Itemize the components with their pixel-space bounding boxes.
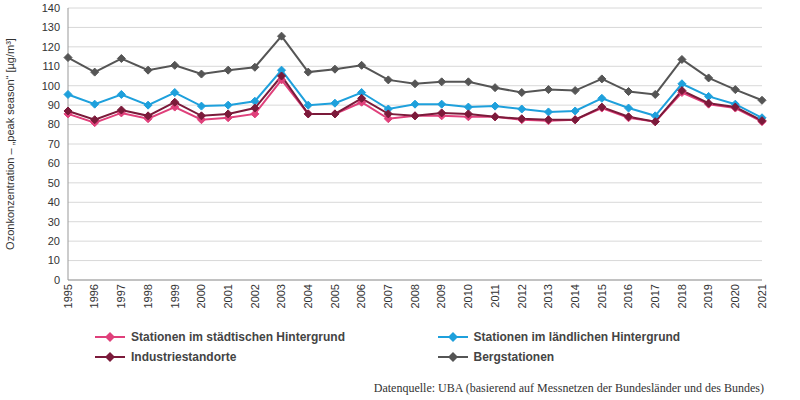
- svg-text:40: 40: [48, 196, 60, 208]
- svg-text:1996: 1996: [89, 284, 101, 308]
- svg-text:50: 50: [48, 177, 60, 189]
- html-text:Industriestandorte: Industriestandorte: [131, 350, 237, 364]
- svg-text:1995: 1995: [62, 284, 74, 308]
- svg-text:2010: 2010: [462, 284, 474, 308]
- svg-text:2020: 2020: [729, 284, 741, 308]
- svg-text:10: 10: [48, 254, 60, 266]
- svg-text:2013: 2013: [542, 284, 554, 308]
- svg-text:2002: 2002: [249, 284, 261, 308]
- svg-text:2016: 2016: [622, 284, 634, 308]
- svg-text:2005: 2005: [329, 284, 341, 308]
- svg-text:2012: 2012: [516, 284, 528, 308]
- svg-text:2009: 2009: [436, 284, 448, 308]
- svg-text:2000: 2000: [195, 284, 207, 308]
- svg-text:110: 110: [42, 60, 60, 72]
- html-text:Datenquelle: UBA (basierend au: Datenquelle: UBA (basierend auf Messnetz…: [373, 381, 764, 395]
- svg-text:Ozonkonzentration – „peak seas: Ozonkonzentration – „peak season“ [µg/m³…: [8, 38, 16, 250]
- svg-text:2014: 2014: [569, 284, 581, 308]
- html-text:Stationen im städtischen Hinte: Stationen im städtischen Hintergrund: [131, 330, 345, 344]
- svg-text:70: 70: [48, 138, 60, 150]
- html-text:Stationen im ländlichen Hinter: Stationen im ländlichen Hintergrund: [473, 330, 681, 344]
- svg-text:2011: 2011: [489, 284, 501, 308]
- svg-text:2008: 2008: [409, 284, 421, 308]
- svg-text:140: 140: [42, 2, 60, 14]
- svg-text:90: 90: [48, 99, 60, 111]
- svg-text:2004: 2004: [302, 284, 314, 308]
- svg-text:80: 80: [48, 118, 60, 130]
- svg-text:60: 60: [48, 157, 60, 169]
- svg-text:130: 130: [42, 21, 60, 33]
- html-text:Bergstationen: Bergstationen: [473, 350, 555, 364]
- svg-text:2007: 2007: [382, 284, 394, 308]
- svg-text:2015: 2015: [596, 284, 608, 308]
- svg-text:2003: 2003: [275, 284, 287, 308]
- svg-text:2017: 2017: [649, 284, 661, 308]
- svg-text:1999: 1999: [169, 284, 181, 308]
- svg-text:2018: 2018: [676, 284, 688, 308]
- svg-text:20: 20: [48, 235, 60, 247]
- svg-text:120: 120: [42, 41, 60, 53]
- svg-text:1997: 1997: [115, 284, 127, 308]
- svg-text:30: 30: [48, 216, 60, 228]
- svg-text:2001: 2001: [222, 284, 234, 308]
- svg-text:1998: 1998: [142, 284, 154, 308]
- svg-text:100: 100: [42, 80, 60, 92]
- svg-text:2021: 2021: [756, 284, 768, 308]
- svg-text:2006: 2006: [355, 284, 367, 308]
- svg-text:2019: 2019: [702, 284, 714, 308]
- svg-text:0: 0: [54, 274, 60, 286]
